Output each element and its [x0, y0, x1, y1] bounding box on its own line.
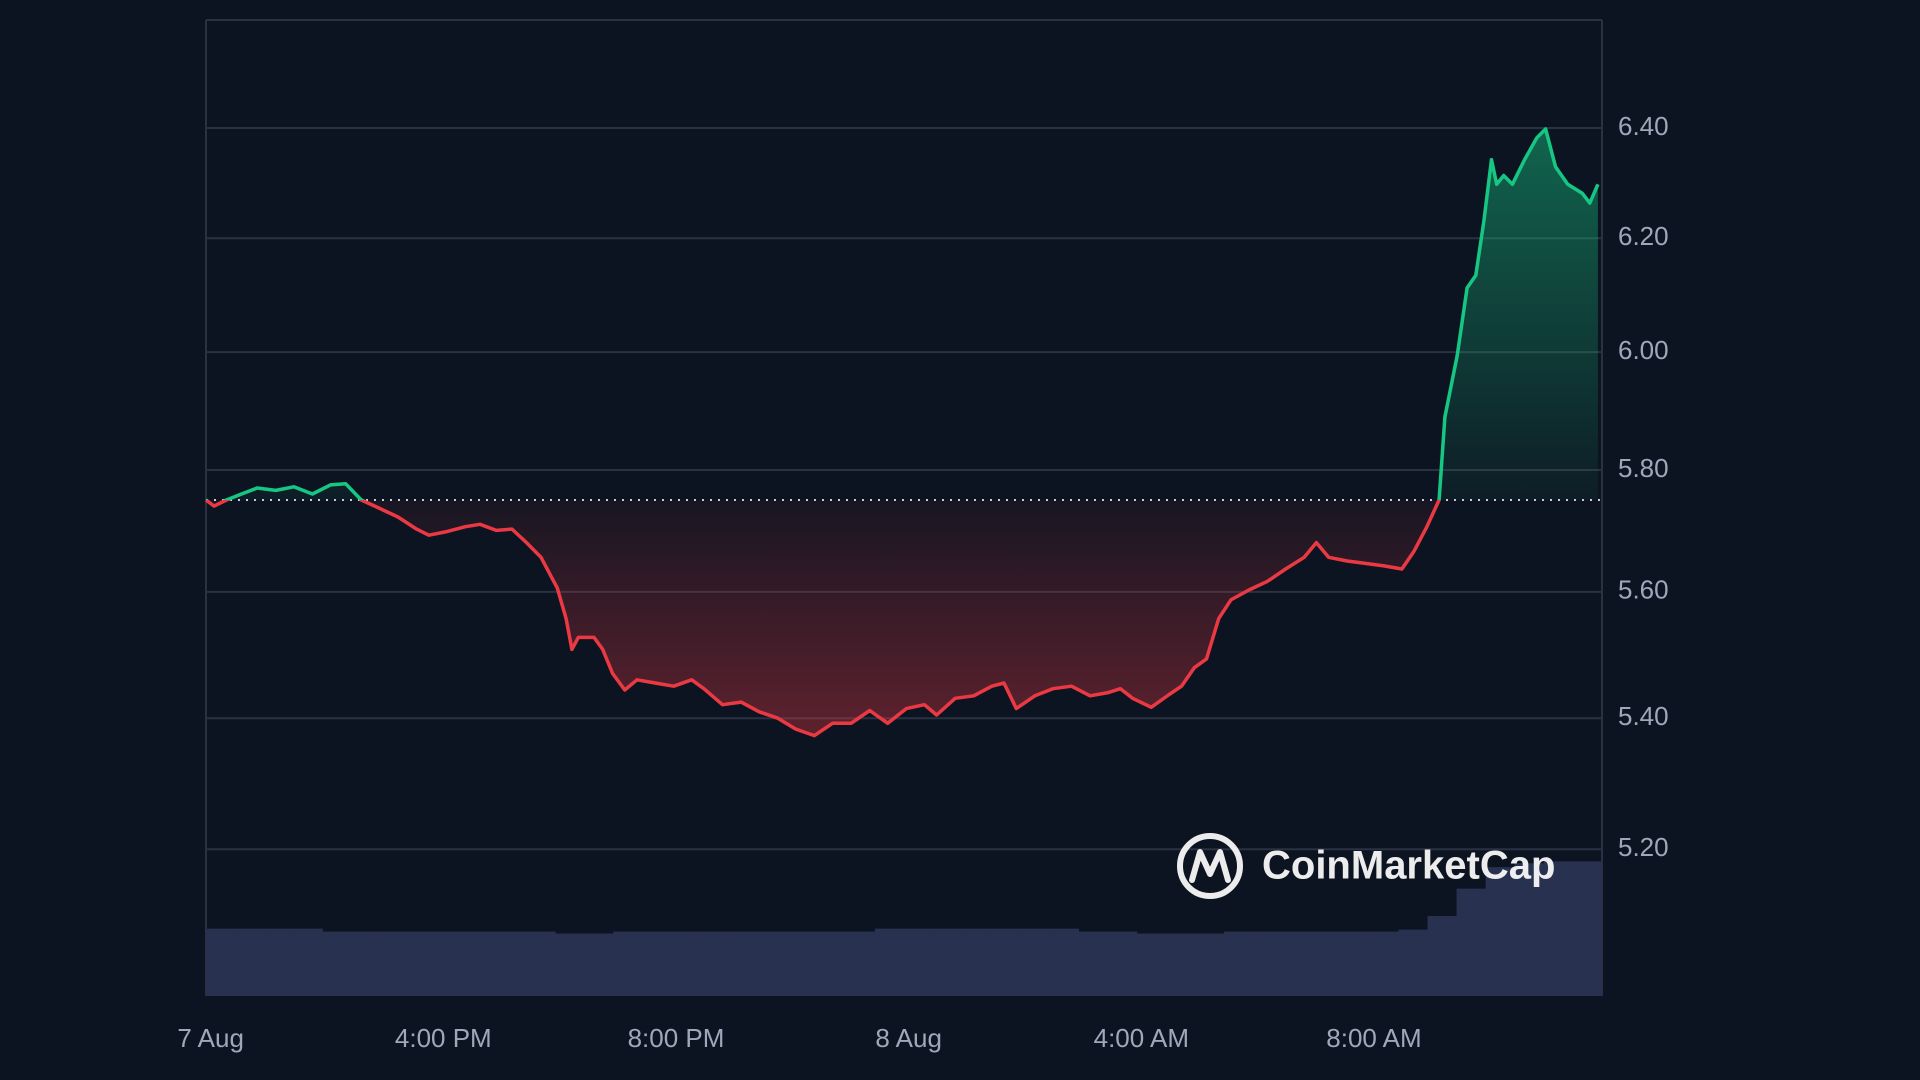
volume-bar [438, 931, 469, 996]
volume-bar [1223, 931, 1254, 996]
volume-bar [1194, 933, 1225, 996]
watermark-logo [1177, 833, 1243, 899]
volume-bar [496, 931, 527, 996]
volume-bar [264, 928, 294, 996]
volume-bar [1282, 931, 1312, 996]
volume-bar [1311, 931, 1341, 996]
volume-bar [671, 931, 701, 996]
volume-bar [1485, 867, 1516, 996]
volume-bar [351, 931, 381, 996]
volume-bar [613, 931, 643, 996]
volume-bar [904, 928, 934, 996]
volume-bar [235, 928, 265, 996]
volume-bar [293, 928, 323, 996]
y-tick-label: 5.80 [1618, 453, 1669, 483]
volume-bar [555, 933, 585, 996]
volume-bar [584, 933, 614, 996]
volume-bar [845, 931, 876, 996]
volume-bar [1253, 931, 1283, 996]
volume-bar [409, 931, 440, 996]
volume-bar [729, 931, 760, 996]
volume-bar [1049, 928, 1079, 996]
x-tick-label: 8:00 PM [628, 1023, 725, 1053]
volume-bar [758, 931, 789, 996]
y-tick-label: 5.20 [1618, 832, 1669, 862]
volume-bar [467, 931, 498, 996]
volume-bar [1078, 931, 1109, 996]
volume-bar [1165, 933, 1196, 996]
volume-bar [874, 928, 905, 996]
volume-bar [1427, 915, 1458, 996]
volume-bar [380, 931, 411, 996]
volume-bar [322, 931, 352, 996]
volume-bar [525, 931, 556, 996]
volume-bar [933, 928, 963, 996]
y-tick-label: 6.00 [1618, 335, 1669, 365]
volume-bar [1340, 931, 1370, 996]
volume-bar [1514, 863, 1545, 996]
x-tick-label: 4:00 AM [1094, 1023, 1189, 1053]
x-tick-label: 8 Aug [875, 1023, 942, 1053]
volume-bar [1136, 933, 1167, 996]
y-tick-label: 5.40 [1618, 701, 1669, 731]
x-tick-label: 8:00 AM [1326, 1023, 1421, 1053]
volume-bar [816, 931, 847, 996]
volume-bar [1572, 861, 1603, 996]
y-tick-label: 6.40 [1618, 111, 1669, 141]
volume-bar [991, 928, 1021, 996]
volume-bar [206, 928, 236, 996]
price-line [204, 127, 1600, 738]
x-tick-label: 4:00 PM [395, 1023, 492, 1053]
volume-bar [1543, 861, 1574, 996]
volume-bar [1020, 928, 1050, 996]
volume-bar [700, 931, 730, 996]
y-tick-label: 6.20 [1618, 221, 1669, 251]
volume-bar [962, 928, 992, 996]
volume-bar [1398, 929, 1428, 996]
x-tick-label: 7 Aug [177, 1023, 244, 1053]
y-tick-label: 5.60 [1618, 575, 1669, 605]
volume-bar [642, 931, 672, 996]
volume-bar [1369, 931, 1399, 996]
volume-bar [787, 931, 818, 996]
watermark-text: CoinMarketCap [1262, 844, 1555, 888]
volume-bar [1456, 888, 1487, 996]
volume-bar [1107, 931, 1138, 996]
price-area [206, 129, 1598, 736]
